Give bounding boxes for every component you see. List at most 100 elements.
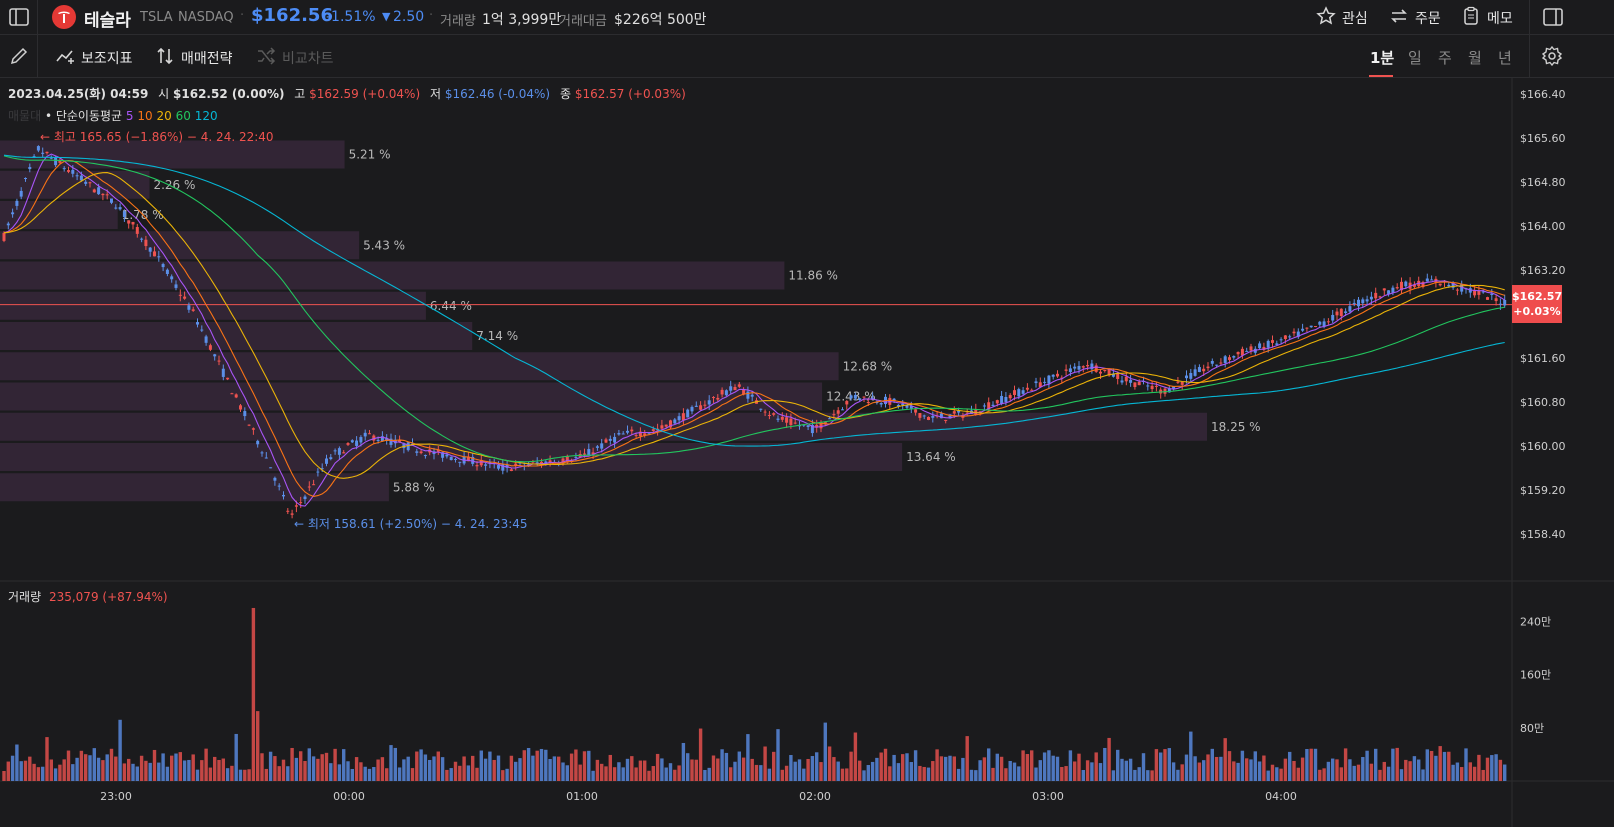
volume-bar [595, 759, 600, 781]
candle-body [239, 405, 242, 410]
candle-body [1124, 376, 1128, 382]
volume-bar [238, 769, 243, 781]
volume-bar [776, 729, 780, 781]
settings-gear-icon[interactable] [1541, 45, 1563, 67]
price-chart-svg[interactable]: 5.21 %2.26 %1.78 %5.43 %11.86 %6.44 %7.1… [0, 78, 1614, 827]
volume-bar [849, 751, 853, 781]
volume-bar [634, 767, 638, 781]
memo-button[interactable]: 메모 [1461, 6, 1513, 30]
volume-bar [1378, 769, 1382, 781]
volume-profile-bar [0, 473, 389, 502]
candle-body [1391, 287, 1395, 293]
compare-chart-button[interactable]: 비교차트 [256, 46, 334, 70]
candle-body [1068, 368, 1072, 372]
time-axis-label: 03:00 [1032, 790, 1064, 803]
star-icon [1316, 6, 1336, 30]
candle-body [1116, 373, 1120, 379]
candle-body [187, 305, 191, 310]
candle-body [1176, 381, 1180, 383]
volume-bar [191, 754, 195, 781]
candle-body [574, 456, 578, 458]
volume-profile-label: 6.44 % [430, 299, 472, 313]
candle-body [277, 485, 281, 487]
volume-bar [724, 752, 729, 781]
volume-bar [299, 751, 303, 781]
volume-bar [612, 767, 617, 781]
candle-body [1223, 356, 1227, 363]
volume-bar [204, 748, 208, 781]
candle-body [458, 461, 462, 463]
volume-profile-bar [0, 201, 118, 229]
candle-body [92, 189, 96, 193]
volume-bar [1159, 752, 1163, 781]
volume-bar [363, 766, 367, 781]
ma-line-10 [3, 159, 1505, 497]
volume-bar [729, 767, 733, 781]
last-price-badge: $162.57 +0.03% [1512, 285, 1562, 323]
candle-body [1292, 331, 1296, 334]
candle-body [1344, 311, 1348, 313]
candle-body [1271, 340, 1274, 343]
period-week[interactable]: 주 [1438, 49, 1452, 67]
pencil-icon[interactable] [8, 45, 30, 67]
order-button[interactable]: 주문 [1389, 6, 1441, 30]
candle-body [853, 394, 857, 399]
ma10-period: 10 [137, 109, 153, 123]
candle-body [901, 403, 905, 406]
candle-body [1494, 298, 1498, 302]
candle-body [2, 232, 6, 241]
period-1min[interactable]: 1분 [1370, 49, 1395, 67]
candle-body [1111, 373, 1115, 377]
volume-bar [1068, 750, 1073, 781]
candle-body [1004, 396, 1008, 402]
volume-bar [230, 765, 234, 781]
candle-body [939, 413, 943, 419]
volume-bar [1124, 760, 1128, 781]
candle-body [75, 175, 79, 177]
volume-bar [518, 758, 522, 781]
volume-bar [621, 767, 625, 781]
volume-bar [79, 750, 84, 781]
candle-body [871, 397, 875, 399]
period-day[interactable]: 일 [1408, 49, 1422, 67]
watchlist-button[interactable]: 관심 [1316, 6, 1368, 30]
volume-bar [247, 769, 251, 781]
volume-bar [875, 757, 879, 781]
panel-toggle-icon[interactable] [1542, 6, 1564, 28]
ohlc-info: 2023.04.25(화) 04:59 시 $162.52 (0.00%) 고 … [8, 85, 686, 102]
volume-bar [698, 728, 703, 781]
volume-bar [268, 751, 273, 781]
volume-bar [440, 757, 445, 781]
period-month[interactable]: 월 [1468, 49, 1482, 67]
volume-bar [1429, 750, 1434, 781]
volume-bar [754, 764, 759, 781]
volume-bar [879, 752, 883, 781]
volume-bar [139, 755, 144, 781]
exchange: NASDAQ [178, 10, 234, 25]
candle-body [88, 182, 92, 184]
volume-bar [1318, 769, 1322, 781]
volume-bar [1485, 757, 1490, 781]
volume-bar [397, 767, 402, 781]
candle-body [1288, 336, 1292, 338]
volume-bar [410, 768, 415, 781]
candle-body [746, 391, 750, 399]
candle-body [703, 404, 707, 406]
sidebar-toggle-icon[interactable] [8, 6, 30, 28]
volume-bar [350, 768, 354, 781]
period-year[interactable]: 년 [1498, 49, 1512, 67]
volume-bar [823, 722, 827, 781]
candle-body [630, 429, 634, 432]
volume-bar [931, 761, 935, 781]
candle-body [819, 422, 823, 429]
amount-value: $226억 500만 [614, 12, 707, 28]
volume-bar [522, 750, 526, 781]
volume-bar [827, 746, 832, 781]
indicators-button[interactable]: 보조지표 [55, 46, 133, 70]
ma60-period: 60 [175, 109, 191, 123]
candle-body [931, 415, 935, 418]
candle-body [742, 389, 746, 395]
chart-area[interactable]: 5.21 % 2.26 % 1.78 % 5.43 % 11.86 % 6.44 % 7.1… [0, 78, 1614, 827]
volume-bar [939, 756, 944, 781]
strategy-button[interactable]: 매매전략 [155, 46, 233, 70]
